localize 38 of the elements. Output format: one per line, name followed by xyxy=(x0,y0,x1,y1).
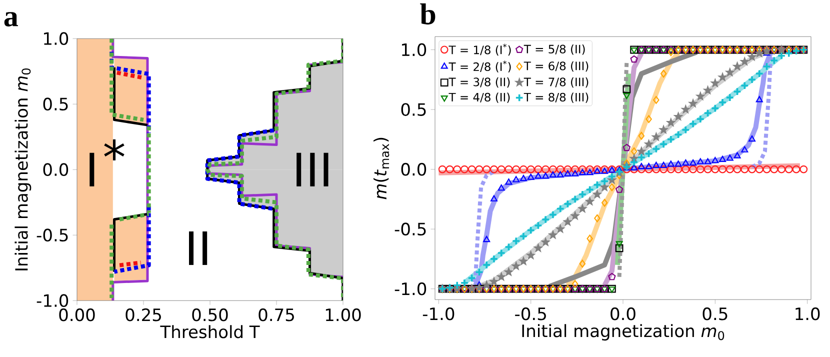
y-axis-title: m(t$_{max}$) xyxy=(374,138,390,200)
annotation: III xyxy=(296,153,328,187)
y-tick-label: 0.5 xyxy=(43,98,68,111)
y-tick-label: 0.0 xyxy=(43,163,68,176)
chart-title: a xyxy=(4,12,18,27)
legend-label: T = 3/8 (II) xyxy=(448,78,510,88)
legend-label: T = 4/8 (II) xyxy=(448,92,510,104)
y-tick-label: 1.0 xyxy=(402,44,426,56)
x-tick-label: 0.50 xyxy=(192,308,228,322)
x-axis-title: Initial magnetization m$_{0}$ xyxy=(522,324,724,341)
x-tick-label: 1.0 xyxy=(796,308,820,320)
y-tick-label: -1.0 xyxy=(394,282,426,296)
y-tick-label: -0.5 xyxy=(36,228,68,242)
y-tick-label: 1.0 xyxy=(44,32,68,46)
y-axis-title: Initial magnetization m$_{0}$ xyxy=(14,68,32,271)
x-tick-label: 0.0 xyxy=(610,308,636,320)
x-tick-label: 0.5 xyxy=(702,308,728,320)
legend-label: T = 2/8 (I$^{*}$) xyxy=(448,60,511,73)
x-tick-label: 0.00 xyxy=(59,308,95,322)
x-tick-label: -0.5 xyxy=(515,308,546,320)
x-tick-label: -1.0 xyxy=(422,308,454,320)
legend-label: T = 8/8 (III) xyxy=(524,92,588,104)
chart-title: b xyxy=(420,4,436,25)
annotation: I xyxy=(90,153,94,187)
legend-label: T = 7/8 (III) xyxy=(524,78,588,88)
legend-label: T = 5/8 (II) xyxy=(524,44,585,55)
legend-label: T = 1/8 (I$^{*}$) xyxy=(448,44,511,56)
annotation: * xyxy=(104,140,124,161)
legend-label: T = 6/8 (III) xyxy=(524,62,588,72)
x-axis-title: Threshold T xyxy=(160,325,260,338)
x-tick-label: 1.00 xyxy=(326,308,361,322)
x-tick-label: 0.25 xyxy=(126,308,161,322)
y-tick-label: -1.0 xyxy=(36,294,68,308)
y-tick-label: 0.5 xyxy=(401,103,426,116)
y-tick-label: -0.5 xyxy=(394,222,426,236)
annotation: II xyxy=(188,232,208,266)
x-tick-label: 0.75 xyxy=(258,308,294,322)
y-tick-label: 0.0 xyxy=(401,163,426,176)
